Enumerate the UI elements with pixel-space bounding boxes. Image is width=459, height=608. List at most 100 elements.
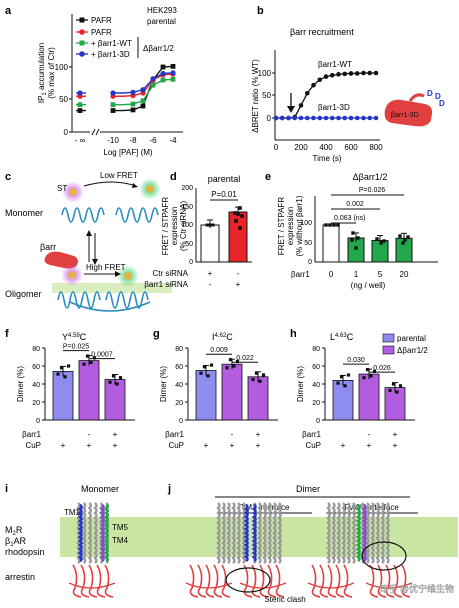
panel-d-ytick: 100 bbox=[181, 222, 193, 229]
data-point bbox=[382, 239, 386, 243]
svg-text:FRET / STPAFR: FRET / STPAFR bbox=[277, 197, 286, 256]
panel-g-chart: 0 20 40 60 80 Dimer (%) 0.009 0.022 βarr1 CuP + - + +… bbox=[159, 346, 278, 450]
data-point bbox=[160, 77, 166, 83]
data-point bbox=[232, 364, 236, 368]
m2r-label: M2R bbox=[5, 525, 23, 537]
row-label: βarr1 bbox=[165, 430, 184, 439]
y-tick-label: 80 bbox=[32, 346, 40, 353]
category: 20 bbox=[400, 270, 409, 279]
sign: + bbox=[61, 441, 66, 450]
arrestin-strand bbox=[221, 564, 231, 598]
receptor-left: ST bbox=[57, 181, 105, 223]
arrestin-strand bbox=[335, 564, 345, 598]
svg-text:(% without βarr1): (% without βarr1) bbox=[295, 195, 304, 256]
receptor-dimer: High FRET bbox=[52, 263, 172, 312]
sign: + bbox=[204, 441, 209, 450]
data-point bbox=[140, 103, 146, 109]
helix bbox=[221, 502, 226, 564]
helix bbox=[267, 502, 272, 564]
data-point bbox=[367, 70, 373, 76]
data-point bbox=[304, 115, 310, 121]
svg-text:(% Ctr siRNA): (% Ctr siRNA) bbox=[179, 201, 188, 252]
bar bbox=[52, 370, 74, 421]
arrestin-strand bbox=[72, 564, 82, 598]
data-point bbox=[208, 223, 212, 227]
data-point bbox=[350, 238, 354, 242]
panel-b-series bbox=[273, 70, 379, 121]
data-point bbox=[228, 358, 233, 362]
bar bbox=[247, 376, 269, 421]
sign: - bbox=[209, 280, 212, 289]
arrestin-strand bbox=[251, 564, 261, 598]
data-point bbox=[311, 82, 316, 88]
data-point bbox=[403, 238, 407, 242]
tm-helix bbox=[77, 503, 83, 563]
y-tick-label: 0 bbox=[316, 418, 320, 425]
bar bbox=[221, 363, 243, 421]
watermark: 知乎 @优宁维生物 bbox=[379, 583, 454, 594]
panel-label-a: a bbox=[5, 5, 12, 17]
tm1-label: TM1 bbox=[64, 508, 81, 517]
helix bbox=[241, 502, 246, 564]
sign: + bbox=[113, 430, 118, 439]
data-point bbox=[170, 70, 176, 76]
data-point bbox=[317, 77, 323, 83]
data-point bbox=[77, 90, 83, 96]
pvalue: 0.063 (ns) bbox=[334, 215, 366, 222]
legend-marker bbox=[79, 29, 85, 35]
y-tick-label: 60 bbox=[32, 364, 40, 371]
data-point bbox=[323, 74, 329, 79]
panel-b-label-3d: βarr1-3D bbox=[318, 103, 350, 112]
data-point bbox=[375, 237, 379, 241]
data-point bbox=[160, 64, 166, 70]
row-label: βarr1 siRNA bbox=[144, 280, 188, 289]
data-point bbox=[140, 98, 146, 104]
data-point bbox=[110, 102, 116, 108]
y-axis-label: Dimer (%) bbox=[159, 366, 168, 402]
tm-helix bbox=[103, 503, 109, 563]
panel-b-ytick: 0 bbox=[267, 114, 272, 123]
data-point bbox=[329, 72, 335, 78]
data-point bbox=[356, 236, 360, 240]
panel-d-bars bbox=[200, 206, 248, 263]
data-point bbox=[150, 76, 156, 82]
y-tick-label: 60 bbox=[312, 364, 320, 371]
arrestin-strand bbox=[369, 564, 379, 598]
panel-d-ytick: 0 bbox=[189, 259, 193, 266]
data-point bbox=[354, 71, 360, 76]
data-point bbox=[373, 70, 379, 76]
data-point bbox=[343, 384, 347, 388]
sign: + bbox=[113, 441, 118, 450]
low-fret-label: Low FRET bbox=[100, 171, 138, 180]
pvalue: 0.030 bbox=[347, 357, 365, 364]
data-point bbox=[170, 63, 176, 69]
cartoon-label: βarr1-3D bbox=[391, 112, 419, 119]
pvalue: 0.022 bbox=[236, 355, 254, 362]
y-tick-label: 40 bbox=[312, 382, 320, 389]
y-tick-label: 40 bbox=[175, 382, 183, 389]
data-point bbox=[56, 372, 60, 376]
panel-a-ytick: 50 bbox=[59, 95, 68, 104]
cartoon-d: D bbox=[435, 92, 441, 101]
panel-a-legend-label: + βarr1-WT bbox=[91, 39, 132, 48]
clash-ellipses: Steric clash bbox=[225, 541, 407, 604]
data-point bbox=[170, 76, 176, 82]
pvalue: P=0.026 bbox=[359, 187, 385, 194]
arrestin-loop bbox=[68, 582, 116, 589]
data-point bbox=[398, 234, 402, 238]
y-axis-label: Dimer (%) bbox=[16, 366, 25, 402]
data-point bbox=[351, 231, 355, 235]
panel-label-j: j bbox=[167, 483, 171, 495]
bar bbox=[200, 224, 220, 263]
panel-b-ytick: 50 bbox=[262, 91, 271, 100]
data-point bbox=[365, 368, 370, 372]
data-point bbox=[251, 377, 255, 382]
panel-f: f Y4.59C 0 20 40 60 80 Dimer (%) P=0.0250.0007… bbox=[5, 328, 135, 450]
panel-label-h: h bbox=[290, 328, 297, 340]
panel-a-legend: PAFR PAFR + βarr1-WT + βarr1-3D HEK293 p… bbox=[76, 6, 177, 59]
panel-e-ytick: 100 bbox=[300, 220, 312, 227]
svg-text:FRET / STPAFR: FRET / STPAFR bbox=[161, 197, 170, 256]
tm4-label: TM4 bbox=[112, 536, 129, 545]
panel-c: c Monomer Oligomer βarr ST Low FRET bbox=[5, 171, 172, 312]
data-point bbox=[130, 89, 136, 95]
